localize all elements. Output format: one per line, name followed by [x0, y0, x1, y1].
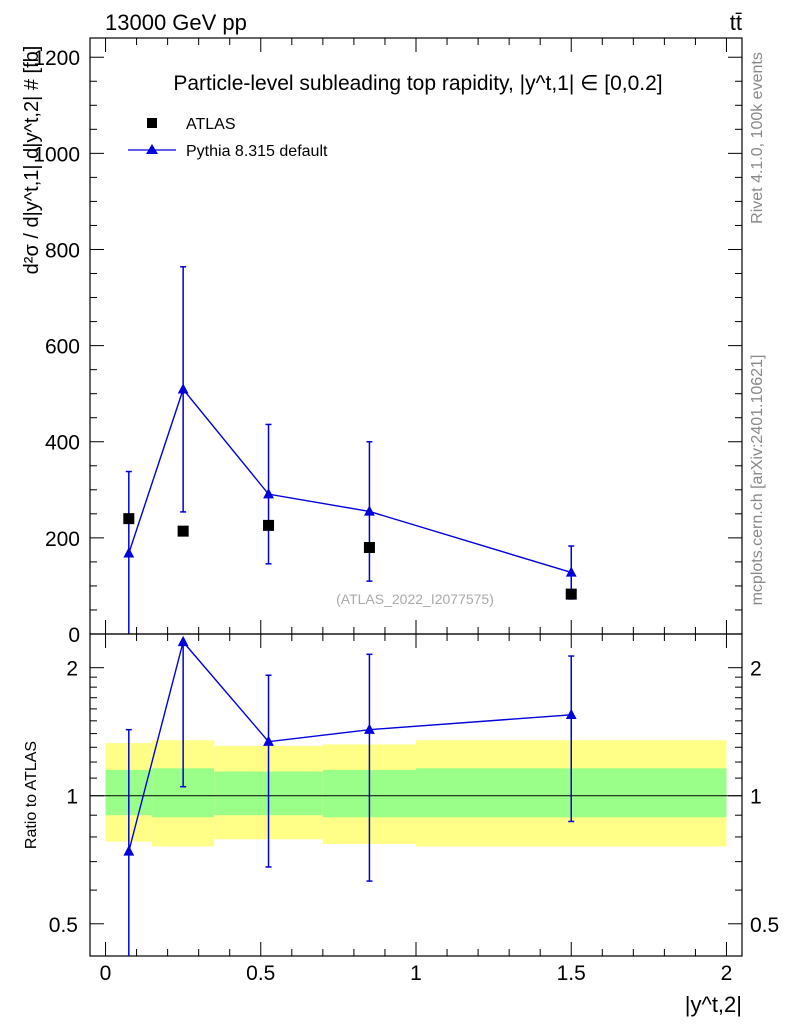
- legend-atlas-marker: [147, 118, 157, 128]
- x-tick-label: 1.5: [557, 962, 586, 985]
- pythia-marker: [177, 383, 189, 394]
- ratio-x-axis: 0 0.5 1 1.5 2: [100, 634, 733, 985]
- ratio-series: [123, 635, 577, 956]
- y-tick-label: 200: [45, 528, 80, 551]
- y-tick-label: 400: [45, 432, 80, 455]
- main-x-ticks: [105, 38, 727, 634]
- atlas-marker: [177, 525, 189, 537]
- ratio-marker: [565, 708, 577, 719]
- ratio-y-tick-label-right: 2: [750, 658, 762, 681]
- x-axis-label: |y^t,2|: [685, 992, 742, 1017]
- ratio-marker: [263, 735, 274, 746]
- legend-atlas-label: ATLAS: [186, 116, 236, 133]
- analysis-watermark: (ATLAS_2022_I2077575): [336, 591, 494, 607]
- ratio-y-tick-label-right: 1: [750, 786, 762, 809]
- ratio-y-axis: 0.5 0.5 1 1 2 2: [49, 658, 779, 937]
- legend: ATLAS Pythia 8.315 default: [128, 116, 328, 160]
- rivet-label: Rivet 4.1.0, 100k events: [749, 52, 766, 224]
- ratio-y-tick-label: 0.5: [49, 914, 78, 937]
- ratio-marker: [364, 723, 375, 734]
- y-tick-label: 1200: [33, 47, 80, 70]
- ratio-bands: [105, 740, 727, 847]
- y-tick-label: 0: [68, 624, 80, 647]
- y-tick-label: 800: [45, 239, 80, 262]
- ratio-y-tick-label: 2: [66, 658, 78, 681]
- x-tick-label: 1: [410, 962, 422, 985]
- atlas-marker: [363, 541, 375, 553]
- atlas-marker: [263, 519, 275, 531]
- mcplots-label: mcplots.cern.ch [arXiv:2401.10621]: [749, 355, 766, 606]
- legend-pythia-label: Pythia 8.315 default: [186, 143, 328, 160]
- main-panel: 0 200 400 600 800 1000 1200 (ATLAS_2022_I20775…: [21, 37, 743, 647]
- main-y-label: d²σ / d|y^t,1| d|y^t,2| # [fb]: [21, 46, 43, 275]
- pythia-marker: [364, 505, 375, 516]
- atlas-marker: [565, 588, 577, 600]
- x-tick-label: 0.5: [246, 962, 275, 985]
- ratio-marker: [177, 635, 189, 647]
- pythia-marker: [123, 547, 135, 558]
- y-tick-label: 600: [45, 336, 80, 359]
- pythia-marker: [565, 566, 577, 577]
- x-tick-label: 0: [100, 962, 112, 985]
- pythia-marker: [263, 488, 274, 499]
- ratio-y-tick-label: 1: [66, 786, 78, 809]
- ratio-y-tick-label-right: 0.5: [750, 914, 779, 937]
- x-tick-label: 2: [721, 962, 733, 985]
- y-tick-label: 1000: [33, 143, 80, 166]
- energy-label: 13000 GeV pp: [105, 10, 247, 35]
- ratio-marker: [123, 845, 135, 856]
- chart-title: Particle-level subleading top rapidity, …: [173, 72, 662, 95]
- main-y-axis: 0 200 400 600 800 1000 1200: [33, 47, 742, 647]
- main-series: [123, 266, 577, 634]
- atlas-marker: [123, 513, 135, 525]
- pythia-line: [128, 387, 572, 574]
- ratio-y-label: Ratio to ATLAS: [23, 741, 40, 849]
- legend-pythia-marker: [146, 144, 158, 154]
- ratio-panel: 0.5 0.5 1 1 2 2 0 0.5 1 1.5 2 Ratio to ATLAS |y^t…: [23, 633, 779, 1017]
- process-label: tt̄: [730, 10, 742, 35]
